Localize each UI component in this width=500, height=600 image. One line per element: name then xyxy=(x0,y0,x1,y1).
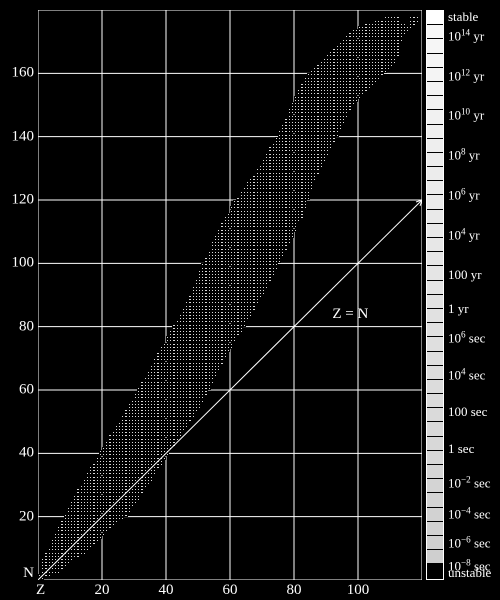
x-tick: 80 xyxy=(287,582,302,599)
legend-scale-label: 100 sec xyxy=(448,404,487,420)
y-tick: 20 xyxy=(19,508,34,525)
nuclide-chart-plot: Z = N 20406080100120140160 20406080100 N… xyxy=(38,10,422,580)
z-equals-n-label: Z = N xyxy=(332,306,368,323)
x-tick: 100 xyxy=(347,582,370,599)
legend-colorbar xyxy=(426,10,444,580)
legend-scale-label: 10−4 sec xyxy=(448,506,491,523)
legend-top-label: stable xyxy=(448,9,478,25)
y-axis-origin-label: N xyxy=(23,565,34,582)
legend-scale-label: 1 yr xyxy=(448,301,469,317)
legend-scale-label: 1012 yr xyxy=(448,67,484,84)
y-tick: 60 xyxy=(19,382,34,399)
x-tick: 20 xyxy=(95,582,110,599)
legend-scale-label: 10−2 sec xyxy=(448,474,491,491)
legend-scale-label: 106 yr xyxy=(448,187,480,204)
y-tick: 100 xyxy=(12,255,35,272)
x-tick: 60 xyxy=(223,582,238,599)
y-tick: 40 xyxy=(19,445,34,462)
y-tick: 160 xyxy=(12,65,35,82)
x-axis-origin-label: Z xyxy=(36,582,45,599)
y-tick: 120 xyxy=(12,192,35,209)
legend-scale-label: 1014 yr xyxy=(448,27,484,44)
legend-scale-label: 108 yr xyxy=(448,147,480,164)
legend-scale-label: 1010 yr xyxy=(448,107,484,124)
y-tick: 80 xyxy=(19,318,34,335)
y-tick: 140 xyxy=(12,128,35,145)
legend-scale-label: 100 yr xyxy=(448,267,482,283)
legend-scale-label: 10−6 sec xyxy=(448,534,491,551)
z-equals-n-line xyxy=(38,10,422,580)
x-tick: 40 xyxy=(159,582,174,599)
legend-scale-label: 104 sec xyxy=(448,366,485,383)
legend-scale-label: 106 sec xyxy=(448,329,485,346)
legend-scale-label: 104 yr xyxy=(448,226,480,243)
legend-scale-label: 1 sec xyxy=(448,441,474,457)
legend-bottom-label: unstable xyxy=(448,565,491,581)
